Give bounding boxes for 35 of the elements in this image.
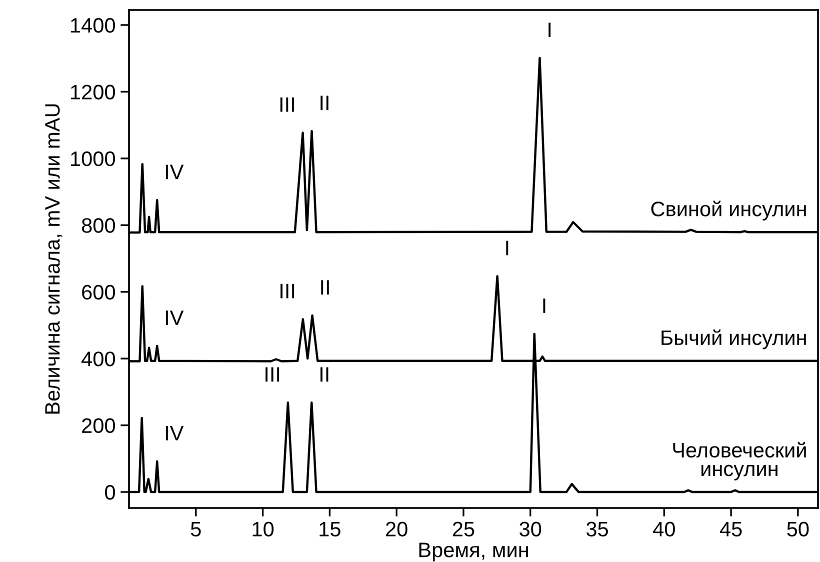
annotation: III: [280, 284, 294, 298]
annotation: II: [321, 280, 329, 295]
y-tick-label: 1200: [71, 84, 115, 100]
annotation: I: [506, 240, 508, 256]
y-tick-label: 1400: [71, 18, 115, 33]
series-label: Бычий инсулин: [662, 329, 806, 350]
x-tick-label: 20: [386, 522, 408, 536]
annotation: I: [543, 298, 546, 313]
annotation: II: [320, 367, 328, 382]
x-tick-label: 50: [787, 522, 809, 536]
x-tick-label: 45: [720, 522, 742, 536]
x-tick-label: 5: [190, 522, 201, 536]
annotation: II: [320, 96, 328, 110]
annotation: III: [266, 367, 280, 382]
x-tick-label: 40: [653, 522, 675, 536]
x-tick-label: 35: [586, 522, 608, 536]
y-tick-label: 800: [82, 218, 115, 233]
x-axis-title: Время, мин: [419, 542, 528, 562]
x-tick-label: 15: [320, 522, 340, 536]
x-tick-label: 25: [452, 522, 474, 536]
annotation: III: [280, 97, 294, 112]
y-tick-label: 600: [82, 284, 115, 300]
annotation: IV: [166, 310, 184, 325]
x-tick-label: 30: [520, 522, 542, 536]
y-tick-label: 200: [82, 418, 115, 434]
y-axis-title: Величина сигнала, mV или mAU: [45, 104, 62, 414]
annotation: IV: [166, 164, 184, 180]
series-label: Человеческий инсулин: [673, 442, 806, 480]
x-tick-label: 10: [252, 522, 274, 536]
annotation: I: [548, 22, 551, 38]
y-tick-label: 400: [82, 352, 115, 366]
series-label: Свиной инсулин: [651, 200, 806, 220]
y-tick-label: 1000: [71, 151, 115, 166]
y-tick-label: 0: [105, 484, 115, 500]
annotation: IV: [166, 426, 184, 440]
